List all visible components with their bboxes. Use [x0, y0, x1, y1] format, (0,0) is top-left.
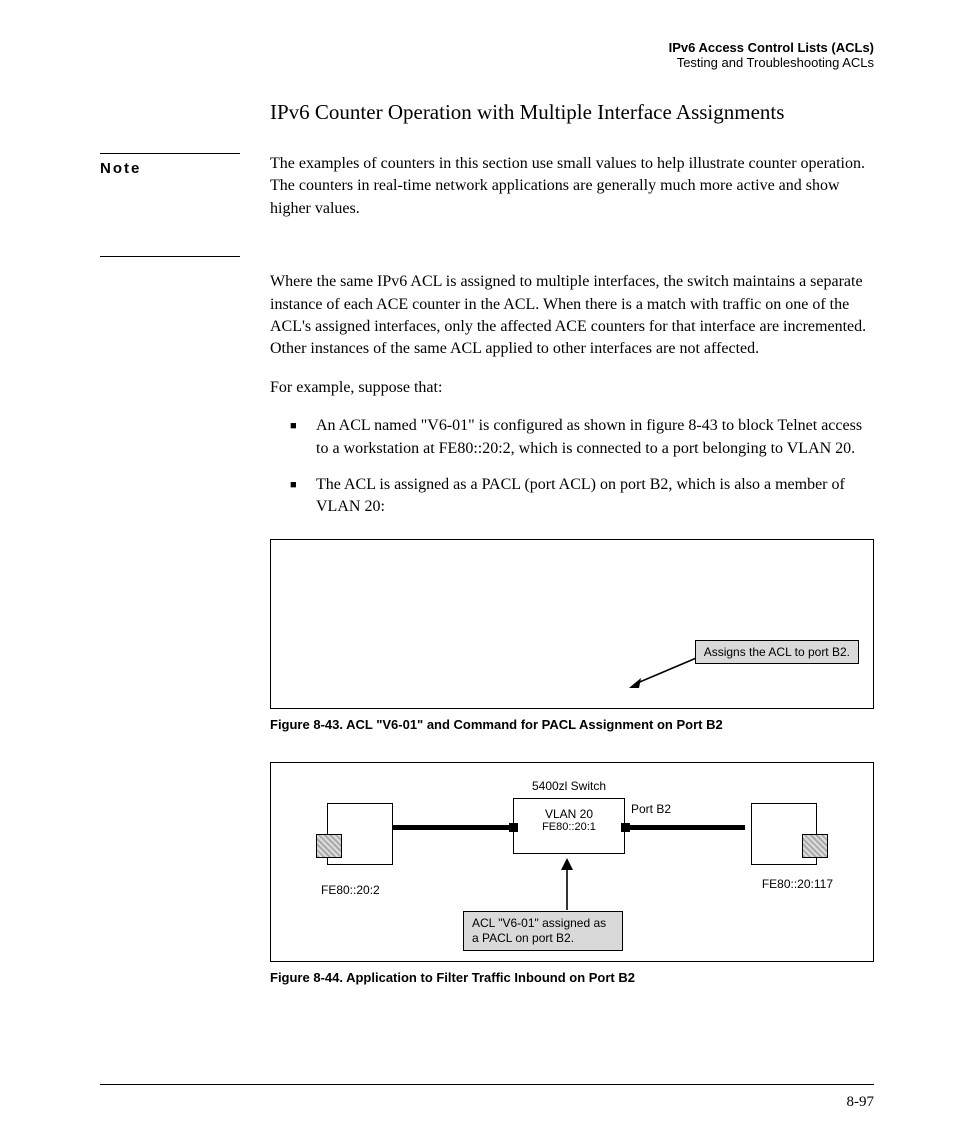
page-header: IPv6 Access Control Lists (ACLs) Testing…	[100, 40, 874, 70]
note-divider	[100, 256, 240, 257]
host-screen-icon	[316, 834, 342, 858]
header-title: IPv6 Access Control Lists (ACLs)	[100, 40, 874, 55]
figure-box: Assigns the ACL to port B2.	[270, 539, 874, 709]
figure-callout: Assigns the ACL to port B2.	[695, 640, 859, 664]
arrow-icon	[627, 650, 703, 690]
arrow-up-icon	[557, 858, 577, 912]
vlan-label: VLAN 20	[514, 807, 624, 821]
wire-right	[625, 825, 745, 830]
note-body-text: The examples of counters in this section…	[270, 153, 874, 220]
list-item: ■ An ACL named "V6-01" is configured as …	[270, 415, 874, 460]
paragraph-2: For example, suppose that:	[270, 377, 874, 399]
switch-box: VLAN 20 FE80::20:1	[513, 798, 625, 854]
header-subtitle: Testing and Troubleshooting ACLs	[100, 55, 874, 70]
figure-caption: Figure 8-43. ACL "V6-01" and Command for…	[270, 717, 874, 732]
bullet-list: ■ An ACL named "V6-01" is configured as …	[270, 415, 874, 519]
vlan-address: FE80::20:1	[514, 821, 624, 833]
port-icon	[509, 823, 518, 832]
figure-box: 5400zl Switch VLAN 20 FE80::20:1 Port B2…	[270, 762, 874, 962]
host-left-address: FE80::20:2	[321, 883, 380, 897]
list-item: ■ The ACL is assigned as a PACL (port AC…	[270, 474, 874, 519]
note-block: Note The examples of counters in this se…	[100, 153, 874, 236]
host-box-left	[327, 803, 393, 865]
square-bullet-icon: ■	[290, 415, 316, 460]
page-number: 8-97	[847, 1094, 875, 1111]
list-item-text: The ACL is assigned as a PACL (port ACL)…	[316, 474, 874, 519]
switch-title: 5400zl Switch	[511, 779, 627, 793]
note-label-column: Note	[100, 153, 270, 236]
wire-left	[393, 825, 513, 830]
port-label: Port B2	[631, 803, 671, 816]
section-title: IPv6 Counter Operation with Multiple Int…	[270, 100, 874, 125]
footer-rule	[100, 1084, 874, 1085]
figure-caption: Figure 8-44. Application to Filter Traff…	[270, 970, 874, 985]
list-item-text: An ACL named "V6-01" is configured as sh…	[316, 415, 874, 460]
paragraph-1: Where the same IPv6 ACL is assigned to m…	[270, 271, 874, 361]
figure-callout: ACL "V6-01" assigned as a PACL on port B…	[463, 911, 623, 951]
note-body-column: The examples of counters in this section…	[270, 153, 874, 236]
host-box-right	[751, 803, 817, 865]
square-bullet-icon: ■	[290, 474, 316, 519]
note-label: Note	[100, 153, 240, 177]
port-icon	[621, 823, 630, 832]
host-screen-icon	[802, 834, 828, 858]
figure-8-43: Assigns the ACL to port B2. Figure 8-43.…	[270, 539, 874, 732]
host-right-address: FE80::20:117	[762, 877, 833, 891]
figure-8-44: 5400zl Switch VLAN 20 FE80::20:1 Port B2…	[270, 762, 874, 985]
